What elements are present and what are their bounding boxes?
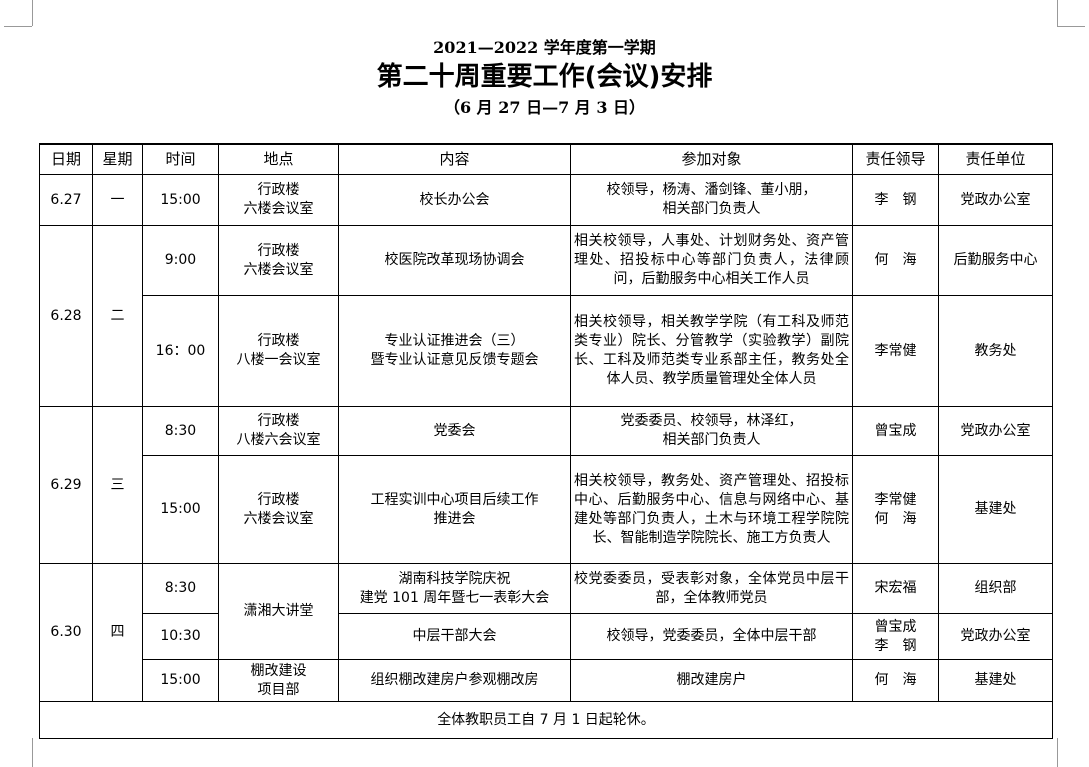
leader-cell: 曾宝成 李 钢 (852, 613, 939, 660)
page-corner-mark (1057, 0, 1058, 26)
leader-cell: 何 海 (852, 659, 939, 702)
column-header: 时间 (142, 143, 219, 175)
schedule-table: 日期 星期 时间 地点 内容 参加对象 责任领导 责任单位 6.27 一 15:… (39, 143, 1053, 739)
participants-cell: 校党委委员，受表彰对象，全体党员中层干部，全体教师党员 (570, 563, 853, 614)
leader-cell: 曾宝成 (852, 406, 939, 456)
participants-cell: 校领导，党委委员，全体中层干部 (570, 613, 853, 660)
term-heading: 2021—2022 学年度第一学期 (433, 38, 656, 57)
content-cell: 组织棚改建房户参观棚改房 (338, 659, 571, 702)
unit-cell: 基建处 (938, 659, 1053, 702)
date-cell: 6.28 (39, 225, 93, 407)
page-title: 第二十周重要工作(会议)安排 (376, 62, 713, 92)
table-row: 6.30 四 8:30 潇湘大讲堂 湖南科技学院庆祝 建党 101 周年暨七一表… (39, 563, 1053, 702)
date-cell: 6.30 (39, 563, 93, 702)
time-cell: 15:00 (142, 659, 219, 702)
page-corner-mark (1057, 26, 1085, 27)
page-corner-mark (1057, 738, 1058, 767)
column-header: 参加对象 (570, 143, 853, 175)
content-cell: 湖南科技学院庆祝 建党 101 周年暨七一表彰大会 (338, 563, 571, 614)
place-cell: 行政楼 六楼会议室 (218, 174, 339, 226)
table-row: 15:00 棚改建设 项目部 组织棚改建房户参观棚改房 棚改建房户 何 海 基建… (40, 659, 1053, 702)
column-header: 责任领导 (852, 143, 939, 175)
time-cell: 9:00 (142, 225, 219, 296)
participants-cell: 相关校领导，人事处、计划财务处、资产管理处、招投标中心等部门负责人，法律顾问，后… (570, 225, 853, 296)
time-cell: 8:30 (142, 563, 219, 614)
unit-cell: 教务处 (938, 295, 1053, 407)
date-cell: 6.27 (39, 174, 93, 226)
unit-cell: 党政办公室 (938, 174, 1053, 226)
table-row: 16：00 行政楼 八楼一会议室 专业认证推进会（三） 暨专业认证意见反馈专题会… (40, 295, 1053, 407)
page-corner-mark (32, 0, 33, 26)
content-cell: 校长办公会 (338, 174, 571, 226)
participants-cell: 校领导，杨涛、潘剑锋、董小朋， 相关部门负责人 (570, 174, 853, 226)
unit-cell: 后勤服务中心 (938, 225, 1053, 296)
time-cell: 15:00 (142, 174, 219, 226)
table-row: 15:00 行政楼 六楼会议室 工程实训中心项目后续工作 推进会 相关校领导，教… (40, 455, 1053, 564)
table-row: 10:30 中层干部大会 校领导，党委委员，全体中层干部 曾宝成 李 钢 党政办… (40, 613, 1053, 660)
participants-cell: 党委委员、校领导，林泽红， 相关部门负责人 (570, 406, 853, 456)
content-cell: 中层干部大会 (338, 613, 571, 660)
leader-cell: 李常健 何 海 (852, 455, 939, 564)
footer-note: 全体教职员工自 7 月 1 日起轮休。 (39, 701, 1053, 739)
content-cell: 工程实训中心项目后续工作 推进会 (338, 455, 571, 564)
table-footer-row: 全体教职员工自 7 月 1 日起轮休。 (39, 701, 1053, 739)
place-cell: 行政楼 八楼一会议室 (218, 295, 339, 407)
date-range: （6 月 27 日—7 月 3 日） (443, 98, 646, 117)
weekday-cell: 四 (92, 563, 143, 702)
unit-cell: 基建处 (938, 455, 1053, 564)
content-cell: 校医院改革现场协调会 (338, 225, 571, 296)
page-corner-mark (32, 738, 33, 767)
place-cell: 行政楼 六楼会议室 (218, 225, 339, 296)
table-row: 6.28 二 9:00 行政楼 六楼会议室 校医院改革现场协调会 相关校领导，人… (39, 225, 1053, 407)
table-header-row: 日期 星期 时间 地点 内容 参加对象 责任领导 责任单位 (39, 143, 1053, 175)
column-header: 内容 (338, 143, 571, 175)
unit-cell: 党政办公室 (938, 613, 1053, 660)
weekday-cell: 二 (92, 225, 143, 407)
place-cell: 棚改建设 项目部 (218, 659, 339, 702)
column-header: 星期 (92, 143, 143, 175)
participants-cell: 相关校领导，相关教学学院（有工科及师范类专业）院长、分管教学（实验教学）副院长、… (570, 295, 853, 407)
table-row: 6.29 三 8:30 行政楼 八楼六会议室 党委会 党委委员、校领导，林泽红，… (39, 406, 1053, 564)
content-cell: 党委会 (338, 406, 571, 456)
leader-cell: 李常健 (852, 295, 939, 407)
column-header: 地点 (218, 143, 339, 175)
participants-cell: 棚改建房户 (570, 659, 853, 702)
leader-cell: 宋宏福 (852, 563, 939, 614)
date-cell: 6.29 (39, 406, 93, 564)
page-corner-mark (4, 26, 32, 27)
weekday-cell: 三 (92, 406, 143, 564)
time-cell: 8:30 (142, 406, 219, 456)
leader-cell: 李 钢 (852, 174, 939, 226)
content-cell: 专业认证推进会（三） 暨专业认证意见反馈专题会 (338, 295, 571, 407)
time-cell: 16：00 (142, 295, 219, 407)
time-cell: 10:30 (142, 613, 219, 660)
place-cell: 行政楼 六楼会议室 (218, 455, 339, 564)
column-header: 日期 (39, 143, 93, 175)
place-cell: 潇湘大讲堂 (218, 563, 339, 660)
place-cell: 行政楼 八楼六会议室 (218, 406, 339, 456)
time-cell: 15:00 (142, 455, 219, 564)
leader-cell: 何 海 (852, 225, 939, 296)
table-row: 6.27 一 15:00 行政楼 六楼会议室 校长办公会 校领导，杨涛、潘剑锋、… (39, 174, 1053, 226)
weekday-cell: 一 (92, 174, 143, 226)
unit-cell: 党政办公室 (938, 406, 1053, 456)
participants-cell: 相关校领导，教务处、资产管理处、招投标中心、后勤服务中心、信息与网络中心、基建处… (570, 455, 853, 564)
column-header: 责任单位 (938, 143, 1053, 175)
unit-cell: 组织部 (938, 563, 1053, 614)
